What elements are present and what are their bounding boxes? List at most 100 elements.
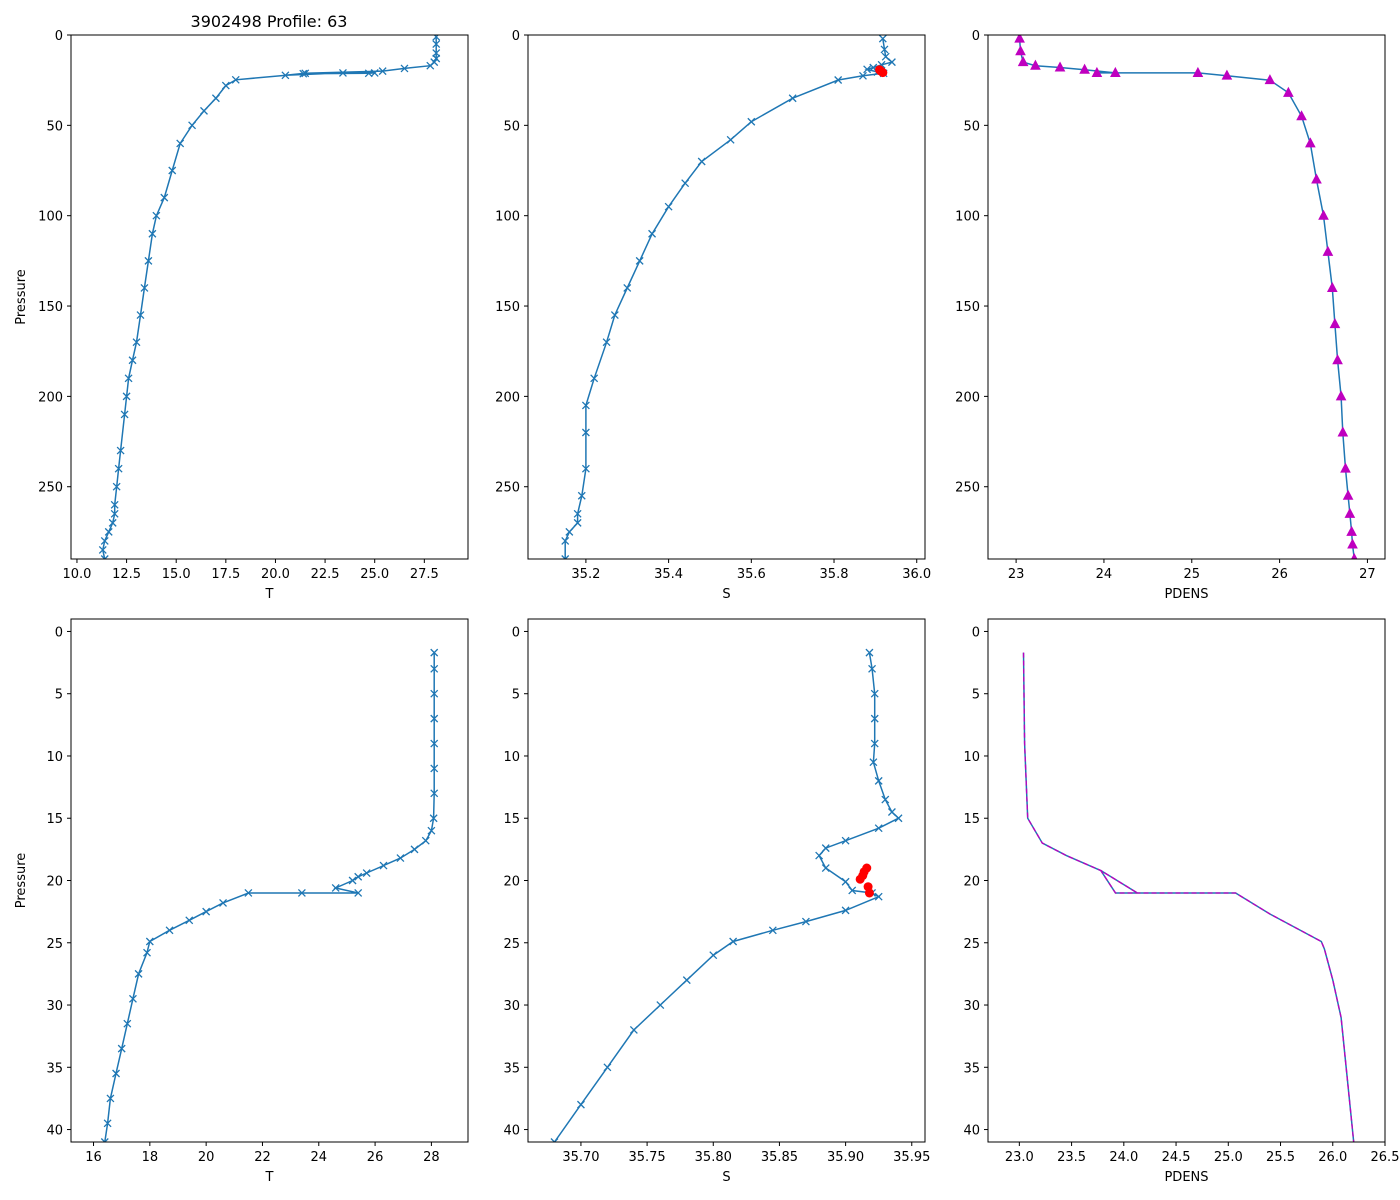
data-point bbox=[188, 121, 197, 130]
data-point bbox=[635, 256, 644, 265]
data-point bbox=[561, 536, 570, 545]
flagged-point bbox=[855, 874, 865, 884]
data-point bbox=[1332, 354, 1343, 365]
data-point bbox=[629, 1025, 638, 1034]
y-tick-label: 150 bbox=[495, 300, 520, 315]
subplot-PDENS-full: 23 24 25 26 27 0 50 100 150 200 250 PDENS bbox=[955, 29, 1386, 602]
subplots: 10.0 12.5 15.0 17.5 20.0 22.5 25.0 27.505010015… bbox=[14, 29, 1399, 1185]
data-point bbox=[1351, 552, 1358, 559]
data-point bbox=[747, 117, 756, 126]
series-line-T bbox=[104, 652, 435, 1142]
series-line-PDENS bbox=[1018, 38, 1356, 559]
data-point bbox=[116, 446, 125, 455]
data-point bbox=[348, 876, 357, 885]
x-tick-label: 20 bbox=[198, 1150, 215, 1165]
x-tick-label: 18 bbox=[142, 1150, 159, 1165]
subplot-T-zoom: 16 18 20 22 24 26 28 0 5 10 15 20 25 30 35 40 T Pressure bbox=[14, 618, 469, 1185]
data-point bbox=[1091, 66, 1103, 77]
x-tick-label: 16 bbox=[85, 1150, 102, 1165]
y-tick-label: 100 bbox=[38, 210, 63, 225]
series-line-T bbox=[102, 36, 437, 559]
plot-data-PDENS-zoom bbox=[1022, 652, 1355, 1142]
data-point bbox=[841, 877, 850, 886]
data-point bbox=[602, 338, 611, 347]
data-point bbox=[874, 824, 883, 833]
y-tick-label: 0 bbox=[512, 625, 520, 640]
plot-area bbox=[528, 35, 925, 559]
x-tick-label: 25 bbox=[1183, 567, 1200, 582]
data-point bbox=[1221, 69, 1233, 80]
data-point bbox=[573, 509, 582, 518]
subplot-PDENS-zoom: 23.0 23.5 24.0 24.5 25.0 25.5 26.0 26.5 0 5 10 15 20… bbox=[963, 618, 1400, 1185]
x-tick-label: 26.5 bbox=[1371, 1150, 1400, 1165]
plot-area bbox=[71, 619, 468, 1142]
data-point bbox=[841, 836, 850, 845]
data-point bbox=[801, 917, 810, 926]
flagged-point bbox=[875, 66, 885, 76]
x-tick-label: 22 bbox=[254, 1150, 271, 1165]
x-tick-label: 35.8 bbox=[820, 567, 849, 582]
axes-frame bbox=[987, 618, 1386, 1143]
y-tick-label: 40 bbox=[963, 1124, 980, 1139]
data-point bbox=[868, 664, 877, 673]
data-point bbox=[132, 338, 141, 347]
data-point bbox=[400, 64, 409, 73]
data-point bbox=[610, 311, 619, 320]
axes-frame bbox=[527, 618, 926, 1143]
data-point bbox=[821, 864, 830, 873]
data-point bbox=[410, 845, 419, 854]
data-point bbox=[881, 795, 890, 804]
series-line-dashed-PDENS bbox=[1022, 652, 1355, 1142]
data-point bbox=[869, 758, 878, 767]
data-point bbox=[870, 739, 879, 748]
data-point bbox=[430, 714, 439, 723]
data-point bbox=[143, 948, 151, 957]
y-tick-label: 10 bbox=[963, 750, 980, 765]
data-point bbox=[426, 61, 435, 70]
y-tick-label: 20 bbox=[963, 875, 980, 890]
y-tick-label: 35 bbox=[963, 1061, 980, 1076]
data-point bbox=[168, 166, 177, 175]
data-point bbox=[432, 54, 441, 63]
x-tick-label: 27.5 bbox=[410, 567, 439, 582]
data-point bbox=[581, 428, 590, 437]
data-point bbox=[301, 69, 310, 78]
data-point bbox=[370, 68, 379, 77]
plot-area bbox=[528, 619, 925, 1142]
data-point bbox=[581, 401, 590, 410]
data-point bbox=[148, 229, 157, 238]
y-tick-label: 0 bbox=[55, 29, 63, 44]
y-tick-label: 20 bbox=[503, 875, 520, 890]
plot-area bbox=[988, 35, 1385, 559]
x-tick-label: 23 bbox=[1008, 567, 1025, 582]
data-point bbox=[880, 45, 889, 54]
data-point bbox=[1264, 74, 1276, 85]
data-point bbox=[200, 106, 208, 115]
subplot-T-full: 10.0 12.5 15.0 17.5 20.0 22.5 25.0 27.5 0 50 100 15… bbox=[14, 29, 469, 602]
x-tick-label: 23.0 bbox=[1005, 1150, 1034, 1165]
data-point bbox=[432, 40, 441, 48]
x-tick-label: 22.5 bbox=[311, 567, 340, 582]
x-tick-label: 23.5 bbox=[1057, 1150, 1086, 1165]
data-point bbox=[432, 35, 441, 41]
data-point bbox=[202, 907, 211, 916]
y-tick-label: 250 bbox=[38, 481, 63, 496]
data-point bbox=[140, 284, 149, 292]
data-point bbox=[576, 1100, 585, 1109]
data-point bbox=[681, 179, 690, 188]
data-point bbox=[144, 256, 153, 265]
data-point bbox=[1344, 507, 1356, 518]
data-point bbox=[887, 58, 896, 67]
y-tick-label: 25 bbox=[963, 937, 980, 952]
data-point bbox=[573, 518, 582, 527]
data-point bbox=[590, 374, 599, 383]
data-point bbox=[577, 491, 586, 500]
data-point bbox=[848, 886, 857, 895]
data-point bbox=[100, 1138, 109, 1142]
data-point bbox=[834, 76, 843, 84]
x-axis-label: PDENS bbox=[1164, 587, 1208, 602]
x-tick-label: 35.4 bbox=[654, 567, 683, 582]
data-point bbox=[98, 546, 107, 554]
data-point bbox=[362, 869, 371, 877]
